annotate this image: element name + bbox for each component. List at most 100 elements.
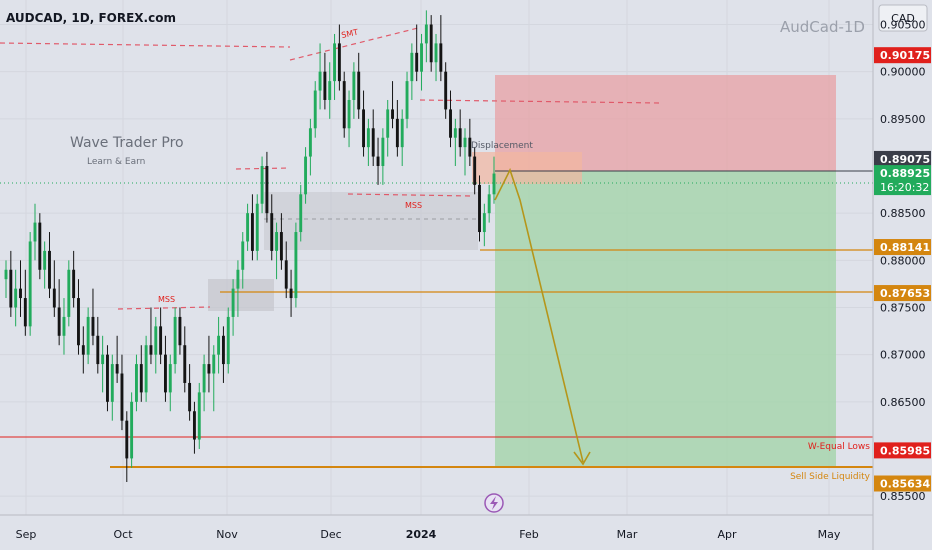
candle-body [260, 166, 264, 204]
candle-body [236, 269, 240, 289]
candle-body [415, 52, 419, 72]
candle-body [67, 269, 71, 317]
candle-body [125, 420, 129, 459]
candle-body [246, 213, 250, 242]
candle-body [212, 354, 216, 374]
candle-body [376, 156, 380, 167]
candle-body [135, 364, 138, 402]
candle-body [43, 250, 47, 270]
candle-body [386, 109, 390, 138]
candle-body [183, 345, 187, 383]
candle-body [299, 194, 303, 233]
candle-body [279, 232, 283, 261]
price-tag-label: 0.88925 [880, 167, 930, 180]
symbol-title: AUDCAD, 1D, FOREX.com [6, 11, 176, 25]
candle-body [38, 222, 42, 270]
candle-body [91, 316, 95, 336]
lightning-icon[interactable] [484, 493, 504, 513]
candle-body [289, 288, 293, 299]
candle-body [482, 213, 486, 233]
time-tick-label: 2024 [406, 528, 437, 541]
candle-body [463, 137, 467, 148]
candle-body [284, 260, 288, 289]
sell-side-liquidity-label: Sell Side Liquidity [790, 472, 871, 482]
price-tick-label: 0.88500 [880, 207, 926, 220]
candle-body [449, 109, 452, 138]
candle-body [62, 316, 66, 336]
time-tick-label: Apr [717, 528, 737, 541]
candle-body [328, 81, 332, 100]
candle-body [420, 43, 423, 72]
equal-lows-label: W-Equal Lows [808, 442, 870, 452]
candle-body [207, 364, 211, 374]
price-tag [874, 442, 931, 459]
candle-body [304, 156, 308, 195]
candle-body [405, 81, 409, 119]
candle-body [149, 345, 153, 355]
currency-button[interactable]: CAD [878, 4, 928, 32]
candle-body [19, 288, 22, 299]
price-tag [874, 239, 931, 256]
candle-body [357, 71, 361, 110]
price-axis[interactable]: 0.90500 0.90000 0.89500 0.88500 0.88000 0.875… [880, 19, 926, 504]
candle-body [77, 298, 80, 346]
candle-body [453, 128, 457, 138]
candle-body [318, 71, 322, 91]
candle-body [86, 316, 90, 355]
time-axis[interactable]: Sep Oct Nov Dec 2024 Feb Mar Apr May [16, 528, 841, 541]
projection-arrow [494, 167, 584, 463]
candle-body [313, 90, 317, 129]
candle-body [130, 401, 134, 459]
price-tag [874, 475, 931, 492]
candle-body [4, 269, 8, 280]
top-dashed-level [0, 42, 291, 48]
price-tag-label: 0.89075 [880, 153, 930, 166]
candle-body [9, 269, 13, 308]
price-tag [874, 47, 931, 64]
mss-label-2: MSS [405, 201, 422, 210]
candle-body [221, 335, 225, 365]
high-dashed-level [419, 99, 661, 104]
candle-body [434, 43, 438, 63]
candle-body [101, 354, 105, 365]
candle-body [28, 241, 32, 327]
candle-body [323, 71, 327, 100]
candle-body [265, 166, 269, 214]
watermark: AudCad-1D [780, 18, 865, 36]
currency-label: CAD [891, 12, 915, 25]
arrow-head [573, 451, 591, 466]
smt-line [289, 27, 419, 61]
candle-body [168, 364, 172, 393]
time-tick-label: Oct [113, 528, 133, 541]
price-tick-label: 0.90000 [880, 66, 926, 79]
price-tag [874, 285, 931, 302]
candle-body [217, 335, 221, 355]
price-tag-label: 0.85634 [880, 477, 930, 490]
candle-body [178, 316, 182, 346]
price-tag-label: 0.88141 [880, 241, 930, 254]
candle-body [231, 288, 235, 317]
candle-body [33, 222, 37, 242]
price-tick-label: 0.85500 [880, 490, 926, 503]
candle-body [72, 269, 76, 299]
candle-body [270, 213, 274, 251]
candle-body [173, 316, 177, 365]
candle-body [487, 194, 491, 214]
candle-body [120, 373, 124, 421]
candle-body [255, 203, 259, 251]
candle-body [226, 316, 230, 365]
price-tick-label: 0.90500 [880, 19, 926, 32]
candle-body [395, 118, 399, 148]
candle-body [202, 364, 206, 393]
candle-body [241, 241, 245, 270]
candle-body [333, 43, 337, 82]
price-tick-label: 0.87000 [880, 349, 926, 362]
candle-body [154, 326, 158, 355]
displacement-box [472, 152, 582, 184]
candle-body [352, 71, 356, 100]
candle-body [391, 109, 394, 119]
candle-body [478, 184, 481, 233]
candle-body [192, 411, 196, 440]
